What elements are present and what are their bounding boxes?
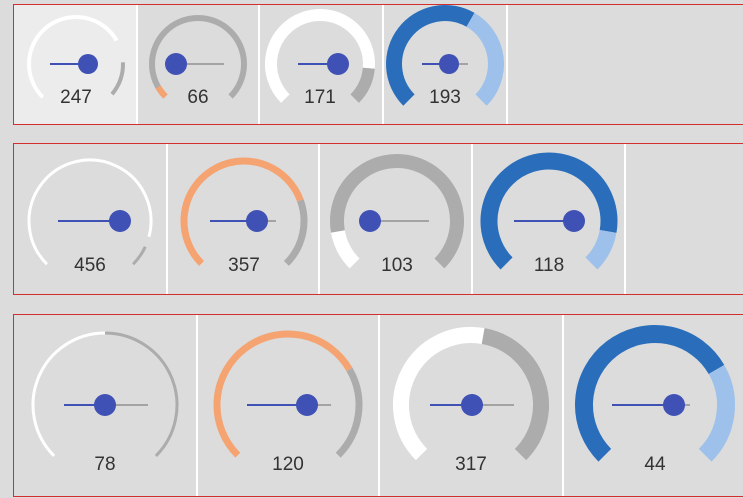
gauge-value: 171 bbox=[304, 87, 336, 108]
gauge-arc-segment bbox=[180, 157, 304, 266]
gauge-value: 247 bbox=[60, 87, 92, 108]
gauge-arc-segment bbox=[481, 328, 549, 461]
gauge-row-2: 456 357 103 118 bbox=[13, 143, 743, 295]
gauge-cell[interactable]: 247 bbox=[14, 5, 138, 124]
slider-knob[interactable] bbox=[165, 53, 187, 75]
gauge-arc-segment bbox=[213, 330, 353, 458]
gauge-cell[interactable]: 171 bbox=[260, 5, 384, 124]
slider-knob[interactable] bbox=[296, 394, 318, 416]
gauge: 317 bbox=[392, 327, 549, 475]
gauge: 118 bbox=[480, 152, 618, 276]
gauge-arc-segment bbox=[265, 9, 375, 103]
gauge: 78 bbox=[31, 331, 179, 475]
gauge-cell[interactable]: 357 bbox=[168, 144, 320, 294]
slider-knob[interactable] bbox=[78, 54, 98, 74]
gauge-arc-segment bbox=[350, 67, 375, 103]
gauge: 456 bbox=[27, 158, 153, 276]
gauge-cell[interactable]: 193 bbox=[384, 5, 508, 124]
gauge-value: 44 bbox=[644, 454, 666, 475]
slider-knob[interactable] bbox=[246, 210, 268, 232]
slider-knob[interactable] bbox=[461, 394, 483, 416]
slider-knob[interactable] bbox=[359, 210, 381, 232]
gauge-value: 120 bbox=[272, 454, 304, 475]
gauge-cell[interactable]: 118 bbox=[473, 144, 626, 294]
gauge-arc-segment bbox=[585, 229, 617, 270]
slider-knob[interactable] bbox=[109, 210, 131, 232]
gauge-cell[interactable]: 120 bbox=[198, 315, 380, 496]
gauge: 44 bbox=[575, 325, 735, 475]
gauge: 193 bbox=[386, 5, 504, 108]
gauge-value: 317 bbox=[455, 454, 487, 475]
gauge-value: 118 bbox=[534, 255, 564, 276]
slider-knob[interactable] bbox=[563, 210, 585, 232]
gauge-arc-segment bbox=[110, 62, 125, 96]
gauge-arc-segment bbox=[335, 367, 363, 458]
gauge-arc-segment bbox=[31, 331, 106, 457]
gauge-arc-segment bbox=[283, 199, 308, 266]
gauge-arc-segment bbox=[27, 158, 153, 266]
gauge: 171 bbox=[265, 9, 375, 108]
gauge-value: 456 bbox=[74, 255, 106, 276]
gauge-row-1: 247 66 171 193 bbox=[13, 4, 743, 125]
slider-knob[interactable] bbox=[327, 53, 349, 75]
slider-knob[interactable] bbox=[94, 394, 116, 416]
gauge-arc-segment bbox=[132, 246, 147, 266]
gauge-arc-segment bbox=[155, 85, 168, 99]
gauge-arc-segment bbox=[104, 331, 179, 457]
gauge-row-3: 78 120 317 44 bbox=[13, 314, 743, 497]
gauge: 66 bbox=[149, 15, 247, 108]
gauge-value: 78 bbox=[94, 454, 115, 475]
gauge-arc-segment bbox=[27, 14, 119, 99]
slider-knob[interactable] bbox=[663, 394, 685, 416]
gauge: 120 bbox=[213, 330, 363, 475]
gauge-cell[interactable]: 317 bbox=[380, 315, 564, 496]
gauge-arc-segment bbox=[466, 12, 504, 106]
gauge-arc-segment bbox=[480, 152, 618, 270]
slider-knob[interactable] bbox=[439, 54, 459, 74]
gauge-cell[interactable]: 456 bbox=[14, 144, 168, 294]
gauge-cell[interactable]: 44 bbox=[564, 315, 743, 496]
gauge-cell[interactable]: 66 bbox=[138, 5, 260, 124]
gauge-value: 357 bbox=[228, 255, 260, 276]
gauge-arc-segment bbox=[386, 5, 475, 106]
gauge: 357 bbox=[180, 157, 308, 276]
gauge-value: 103 bbox=[381, 255, 413, 276]
gauge-arc-segment bbox=[331, 229, 360, 269]
gauge: 247 bbox=[27, 14, 125, 108]
gauge-arc-segment bbox=[698, 365, 735, 462]
gauge-arc-segment bbox=[149, 15, 247, 99]
gauge-value: 193 bbox=[429, 87, 461, 108]
gauge: 103 bbox=[330, 154, 464, 276]
gauge-cell[interactable]: 78 bbox=[14, 315, 198, 496]
gauge-value: 66 bbox=[187, 87, 208, 108]
gauge-arc-segment bbox=[392, 327, 485, 461]
gauge-arc-segment bbox=[575, 325, 725, 462]
gauge-arc-segment bbox=[330, 154, 464, 269]
gauge-cell[interactable]: 103 bbox=[320, 144, 473, 294]
